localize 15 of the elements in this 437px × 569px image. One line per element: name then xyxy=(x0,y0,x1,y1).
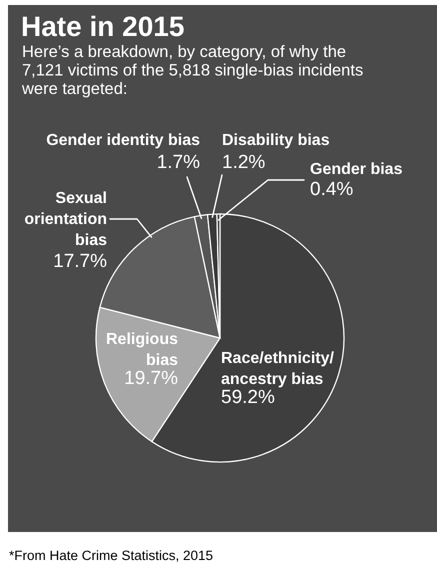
chart-title: Hate in 2015 xyxy=(21,11,184,42)
data-label: 1.7% xyxy=(156,152,200,173)
data-label: 19.7% xyxy=(124,368,178,389)
chart-subtitle: Here’s a breakdown, by category, of why the 7,121 victims of the 5,818 single-bias incidents were targeted: xyxy=(21,43,364,98)
data-label: 1.2% xyxy=(222,152,266,173)
slice-label: Disability bias xyxy=(222,132,330,149)
text: *From Hate Crime Statistics, 2015 xyxy=(9,548,214,563)
data-label: 59.2% xyxy=(221,387,275,408)
slice-label: Religious bias xyxy=(106,331,178,369)
slice-label: Sexual orientation bias xyxy=(24,190,108,249)
slice-label: Gender identity bias xyxy=(46,132,200,149)
slice-label: Gender bias xyxy=(310,161,403,178)
slice-label: Race/ethnicity/ancestry bias xyxy=(221,350,334,388)
data-label: 17.7% xyxy=(53,251,108,272)
data-label: 0.4% xyxy=(310,179,354,200)
